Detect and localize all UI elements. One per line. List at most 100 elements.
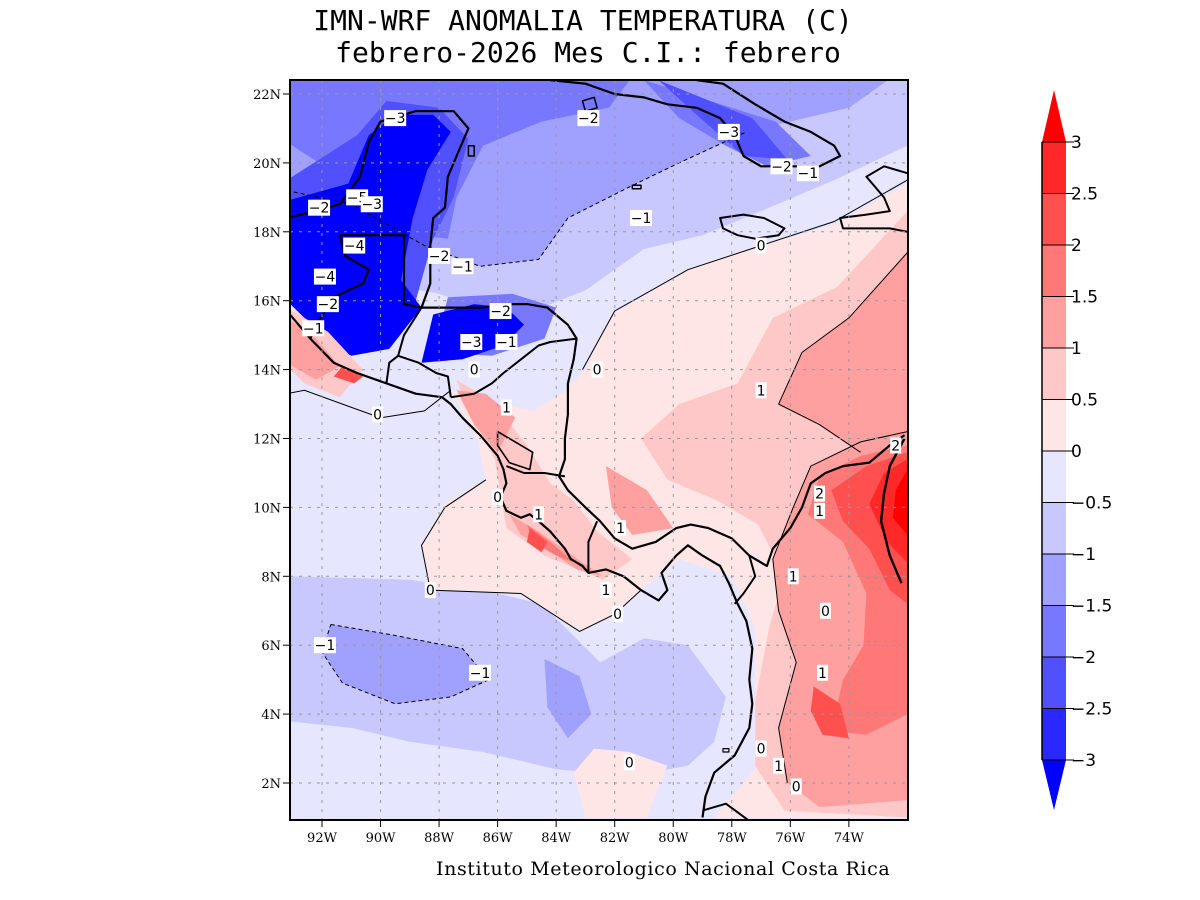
x-tick-label: 88W	[424, 831, 455, 846]
x-tick-label: 82W	[600, 831, 631, 846]
colorbar: 3 2.5 2 1.5 1 0.5 0 −0.5 −1 −1.5 −2 −2.5 −3	[1041, 90, 1112, 810]
x-tick-label: 80W	[658, 831, 689, 846]
contour-label-box	[717, 123, 740, 140]
contour-label-box	[308, 199, 331, 216]
contour-label: −1	[796, 165, 819, 182]
island-gorgona	[722, 748, 730, 753]
contour-label-text: 0	[470, 363, 479, 379]
colorbar-label: −3	[1071, 751, 1096, 771]
contour-label-text: −1	[631, 211, 652, 227]
colorbar-segment	[1042, 657, 1066, 709]
contour-label: −2	[489, 303, 512, 320]
colorbar-segment	[1042, 245, 1066, 297]
contour-label-text: −3	[461, 335, 482, 351]
contour-label-box	[313, 268, 336, 285]
colorbar-segment	[1042, 296, 1066, 349]
contour-label-text: 2	[815, 487, 824, 503]
colorbar-segment	[1042, 554, 1066, 606]
contour-label: −3	[460, 334, 483, 351]
y-tick-label: 4N	[261, 708, 281, 723]
contour-label: 0	[424, 582, 436, 599]
colorbar-label: −0.5	[1071, 494, 1112, 514]
contour-label-text: 0	[593, 363, 602, 379]
x-tick-label: 78W	[717, 831, 748, 846]
contour-label-box	[755, 382, 767, 399]
contour-label-box	[428, 247, 451, 264]
border-pan-col	[733, 555, 757, 605]
contour-label-text: −2	[771, 159, 792, 175]
fill-pos25-col	[869, 459, 908, 563]
contour-zero-pacific2	[420, 479, 642, 632]
contour-label-text: −3	[719, 125, 740, 141]
contour-label: −1	[630, 210, 653, 227]
contour-label-text: −1	[315, 638, 336, 654]
contour-label-box	[313, 637, 336, 654]
colorbar-label: 1	[1071, 339, 1082, 359]
colorbar-label: 2.5	[1071, 185, 1098, 205]
contour-label-box	[890, 437, 902, 454]
colorbar-segment	[1042, 451, 1066, 503]
fill-neg1-pacific	[322, 624, 489, 704]
colorbar-segment	[1042, 605, 1066, 658]
contour-label-box	[630, 210, 653, 227]
contour-label: 2	[890, 437, 902, 454]
contour-label-box	[460, 334, 483, 351]
contour-label-box	[495, 334, 518, 351]
colorbar-label: −1	[1071, 545, 1096, 565]
credit-text: Instituto Meteorologico Nacional Costa R…	[436, 858, 891, 880]
colorbar-label: 0	[1071, 442, 1082, 462]
contour-label: 0	[591, 361, 603, 379]
y-tick-label: 16N	[253, 295, 281, 310]
contour-label-text: 0	[792, 779, 801, 795]
contour-label-box	[755, 740, 767, 757]
contour-label: 1	[755, 382, 767, 399]
y-tick-label: 18N	[253, 226, 281, 241]
contour-label: −4	[343, 237, 366, 255]
contour-label: 1	[773, 757, 785, 775]
colorbar-label: −2.5	[1071, 700, 1112, 720]
contour-label-box	[773, 757, 785, 774]
colorbar-segment	[1042, 502, 1066, 555]
contour-label-text: 1	[789, 569, 798, 585]
x-tick-label: 86W	[483, 831, 514, 846]
contour-label: 1	[600, 582, 612, 599]
y-tick-label: 10N	[253, 501, 281, 516]
contour-label: −3	[384, 110, 407, 127]
coastline-layer	[291, 81, 908, 820]
fill-pos1-nic	[456, 390, 516, 453]
island-cozumel	[467, 144, 475, 157]
contour-label: 0	[623, 754, 635, 771]
colorbar-arrow-top	[1042, 90, 1066, 142]
contour-label-text: 0	[757, 239, 766, 255]
contour-label-text: 1	[601, 583, 610, 599]
fill-pos1-carib2	[605, 466, 674, 535]
border-col-ven	[879, 437, 906, 584]
fill-pos15-cr	[526, 524, 574, 563]
contour-label: −1	[469, 664, 492, 682]
contour-label: 0	[468, 361, 480, 379]
contour-label-box	[817, 664, 829, 681]
contour-label-box	[612, 606, 624, 623]
contour-label: −2	[308, 199, 331, 217]
contour-label: 0	[372, 406, 384, 423]
contour-label: 1	[814, 502, 826, 520]
x-tick-label: 74W	[834, 831, 865, 846]
island-cayman	[631, 184, 642, 190]
contour-label-box	[814, 502, 826, 519]
fill-neg2-cuba	[659, 81, 788, 160]
x-tick-label: 92W	[307, 831, 338, 846]
contour-label: 1	[615, 520, 627, 537]
contour-label-text: −4	[315, 270, 336, 286]
y-tick-label: 6N	[261, 639, 281, 654]
colorbar-segment	[1042, 193, 1066, 246]
contour-label: 0	[755, 237, 767, 255]
contour-label-box	[360, 196, 383, 213]
colorbar-label: 3	[1071, 133, 1082, 153]
fill-pos3-col	[892, 469, 908, 535]
contour-label-text: −2	[318, 297, 339, 313]
contour-label-box	[755, 237, 767, 254]
contour-label-box	[372, 406, 384, 423]
coast-caribbean-mainland	[291, 110, 906, 568]
contour-label-text: −1	[496, 335, 517, 351]
contour-neg1-pacific	[321, 624, 490, 705]
